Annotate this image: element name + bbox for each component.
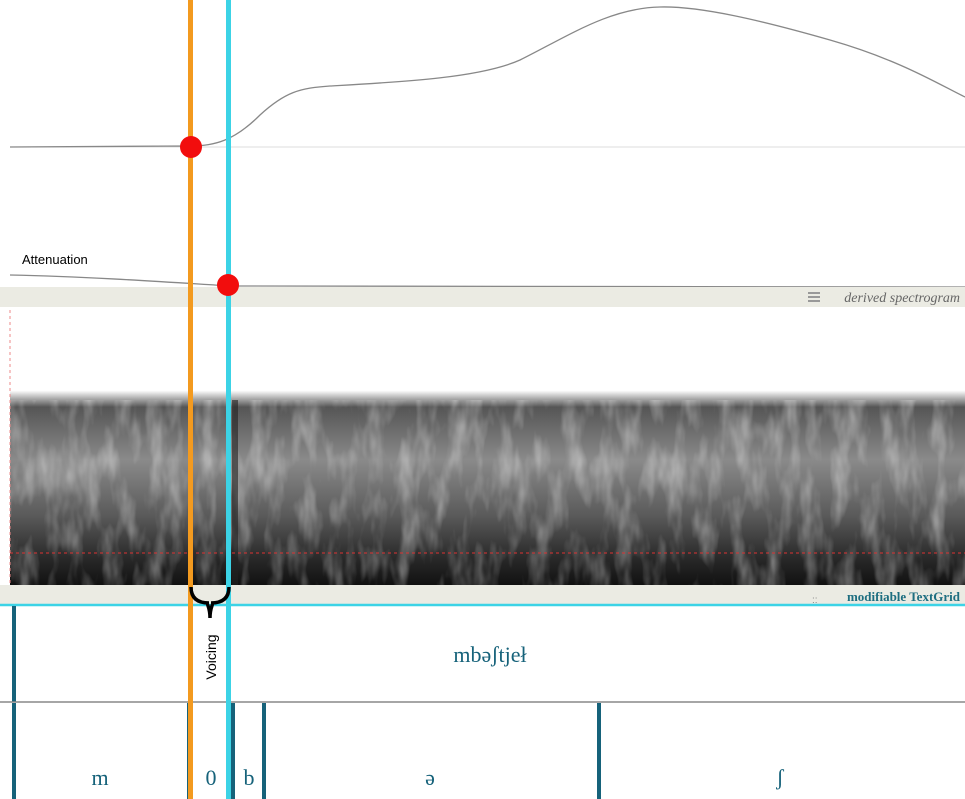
- interval-label: b: [244, 765, 255, 790]
- panel-header: [0, 287, 965, 307]
- boundary: [231, 703, 235, 799]
- boundary: [597, 703, 601, 799]
- spectrogram-texture: [10, 400, 965, 585]
- panel-header: [0, 585, 965, 605]
- cursor-line: [188, 0, 193, 799]
- interval-label: m: [91, 765, 108, 790]
- marker-dot: [217, 274, 239, 296]
- menu-icon: [808, 292, 820, 302]
- curve-panel: [0, 0, 965, 287]
- marker-dot: [180, 136, 202, 158]
- spectrogram-title: derived spectrogram: [844, 291, 960, 306]
- interval-label: ʃ: [775, 765, 784, 790]
- boundary: [12, 703, 16, 799]
- spectrogram-stripe: [232, 400, 238, 585]
- voicing-label: Voicing: [203, 634, 219, 679]
- interval-label: mbəʃtjeł: [453, 642, 526, 667]
- praat-window: Attenuation derived spectrogram :: modif…: [0, 0, 965, 799]
- attenuation-label: Attenuation: [22, 252, 88, 267]
- interval-label: 0: [206, 765, 217, 790]
- cursor-line: [226, 0, 231, 799]
- boundary: [262, 703, 266, 799]
- boundary: [12, 606, 16, 702]
- interval-label: ə: [425, 765, 435, 790]
- textgrid-title: modifiable TextGrid: [847, 589, 961, 604]
